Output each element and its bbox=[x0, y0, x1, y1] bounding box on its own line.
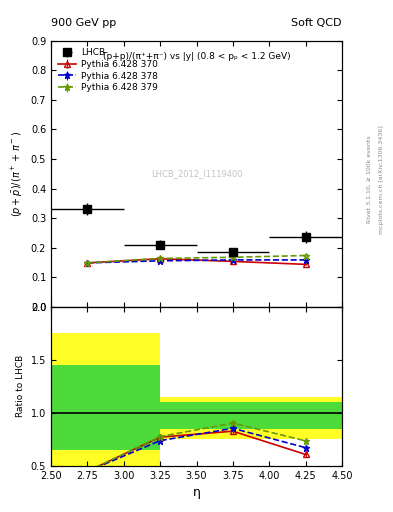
Text: Soft QCD: Soft QCD bbox=[292, 18, 342, 28]
Text: mcplots.cern.ch [arXiv:1306.3436]: mcplots.cern.ch [arXiv:1306.3436] bbox=[379, 125, 384, 233]
Text: 900 GeV pp: 900 GeV pp bbox=[51, 18, 116, 28]
X-axis label: η: η bbox=[193, 486, 200, 499]
Y-axis label: Ratio to LHCB: Ratio to LHCB bbox=[16, 355, 25, 417]
Text: LHCB_2012_I1119400: LHCB_2012_I1119400 bbox=[151, 169, 242, 178]
Text: (̅p+p)/(π⁺+π⁻) vs |y| (0.8 < pₚ < 1.2 GeV): (̅p+p)/(π⁺+π⁻) vs |y| (0.8 < pₚ < 1.2 Ge… bbox=[103, 52, 290, 60]
Text: Rivet 3.1.10, ≥ 100k events: Rivet 3.1.10, ≥ 100k events bbox=[367, 135, 372, 223]
Legend: LHCB, Pythia 6.428 370, Pythia 6.428 378, Pythia 6.428 379: LHCB, Pythia 6.428 370, Pythia 6.428 378… bbox=[55, 46, 160, 95]
Y-axis label: $(p+\bar{p})/(\pi^+ + \pi^-)$: $(p+\bar{p})/(\pi^+ + \pi^-)$ bbox=[10, 131, 25, 217]
